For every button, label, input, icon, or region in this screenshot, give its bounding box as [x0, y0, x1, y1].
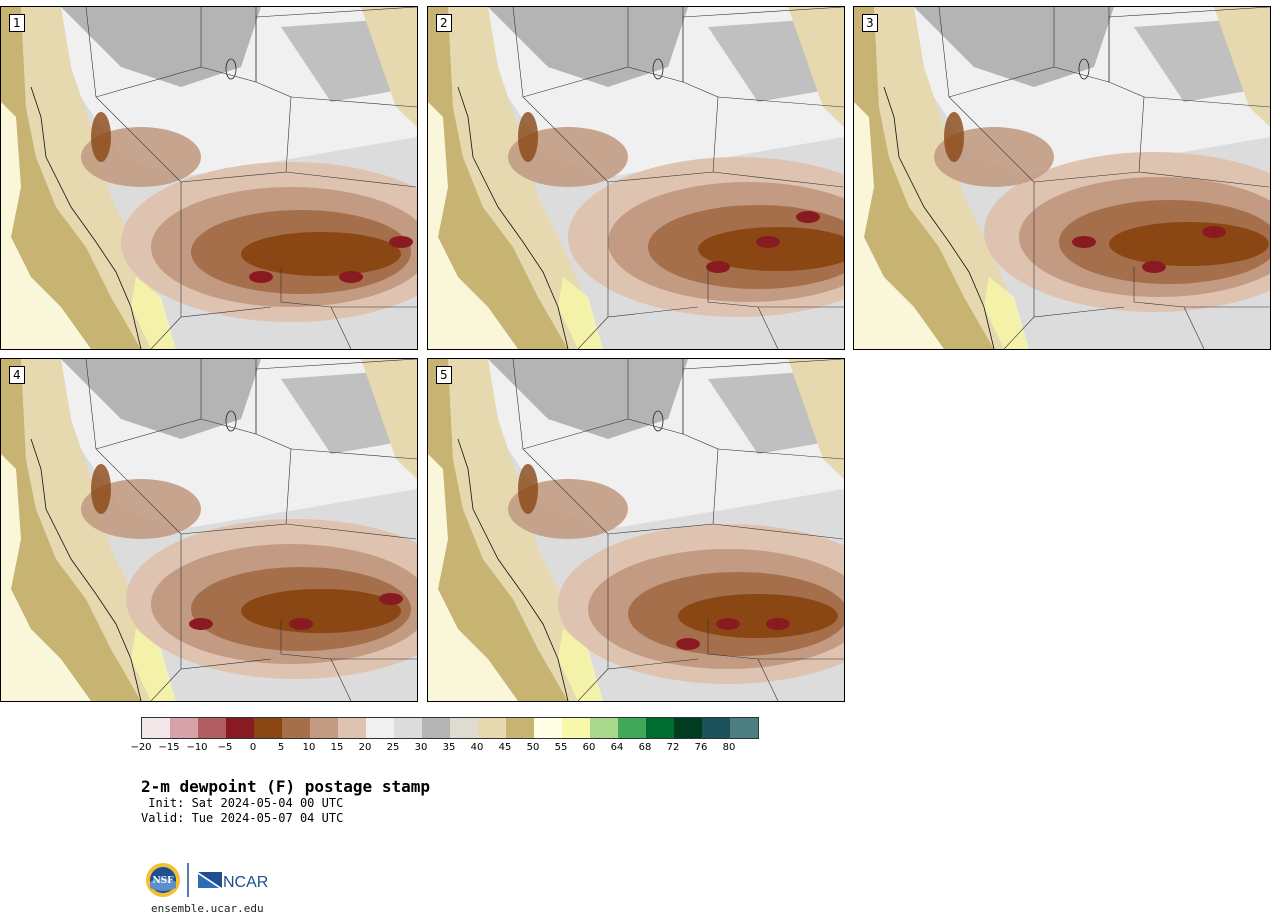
colorbar-tick-label: 80: [722, 742, 736, 753]
colorbar-tick-label: 64: [610, 742, 624, 753]
stamp-panel-5: 5: [427, 358, 845, 702]
colorbar-tick-label: 20: [358, 742, 372, 753]
dewpoint-map: [854, 7, 1270, 349]
colorbar-swatch: [226, 718, 254, 738]
colorbar-swatch: [562, 718, 590, 738]
colorbar-swatch: [338, 718, 366, 738]
panel-label: 1: [9, 14, 25, 32]
stamp-panel-2: 2: [427, 6, 845, 350]
colorbar-tick-label: 5: [277, 742, 285, 753]
colorbar-tick-label: 55: [554, 742, 568, 753]
dewpoint-map: [1, 7, 417, 349]
colorbar-tick-label: 10: [302, 742, 316, 753]
plot-title: 2-m dewpoint (F) postage stamp: [141, 777, 430, 796]
dewpoint-map: [428, 359, 844, 701]
colorbar-tick-label: 35: [442, 742, 456, 753]
colorbar-ticks: −20 −15 −10 −5 0 5 10 15 20 25 30 35 40 45 50 55 60 64 68 7…: [130, 742, 761, 756]
colorbar-swatch: [674, 718, 702, 738]
ncar-logo-icon: NCAR: [198, 872, 268, 891]
panel-label: 3: [862, 14, 878, 32]
colorbar-tick-label: 30: [414, 742, 428, 753]
colorbar-swatch: [478, 718, 506, 738]
nsf-logo-icon: NSF: [146, 863, 180, 897]
colorbar-tick-label: 50: [526, 742, 540, 753]
colorbar-swatch: [450, 718, 478, 738]
colorbar-tick-label: 25: [386, 742, 400, 753]
colorbar-tick-label: 68: [638, 742, 652, 753]
colorbar-swatch: [254, 718, 282, 738]
colorbar-swatch: [590, 718, 618, 738]
colorbar-tick-label: 40: [470, 742, 484, 753]
colorbar-swatch: [534, 718, 562, 738]
dewpoint-map: [428, 7, 844, 349]
colorbar-tick-label: 72: [666, 742, 680, 753]
colorbar: [141, 717, 759, 739]
colorbar-swatch: [198, 718, 226, 738]
stamp-panel-3: 3: [853, 6, 1271, 350]
colorbar-swatch: [506, 718, 534, 738]
colorbar-tick-label: 0: [249, 742, 257, 753]
colorbar-tick-label: 45: [498, 742, 512, 753]
colorbar-tick-label: −10: [186, 742, 208, 753]
init-time: Init: Sat 2024-05-04 00 UTC: [141, 796, 344, 810]
stamp-panel-4: 4: [0, 358, 418, 702]
panel-label: 2: [436, 14, 452, 32]
colorbar-swatch: [142, 718, 170, 738]
colorbar-swatch: [394, 718, 422, 738]
valid-time: Valid: Tue 2024-05-07 04 UTC: [141, 811, 344, 825]
colorbar-swatch: [730, 718, 758, 738]
colorbar-tick-label: 60: [582, 742, 596, 753]
colorbar-swatch: [646, 718, 674, 738]
colorbar-swatch: [282, 718, 310, 738]
colorbar-swatch: [366, 718, 394, 738]
colorbar-tick-label: −15: [158, 742, 180, 753]
colorbar-tick-label: 76: [694, 742, 708, 753]
colorbar-swatch: [422, 718, 450, 738]
colorbar-swatch: [170, 718, 198, 738]
dewpoint-map: [1, 359, 417, 701]
svg-text:NCAR: NCAR: [223, 874, 268, 891]
colorbar-tick-label: 15: [330, 742, 344, 753]
panel-label: 5: [436, 366, 452, 384]
colorbar-swatch: [310, 718, 338, 738]
stamp-panel-1: 1: [0, 6, 418, 350]
panel-label: 4: [9, 366, 25, 384]
colorbar-tick-label: −5: [217, 742, 233, 753]
nsf-ncar-logo: NSF NCAR: [146, 863, 268, 897]
site-url: ensemble.ucar.edu: [151, 902, 264, 915]
colorbar-swatch: [702, 718, 730, 738]
colorbar-swatch: [618, 718, 646, 738]
colorbar-tick-label: −20: [130, 742, 152, 753]
svg-text:NSF: NSF: [152, 876, 174, 886]
